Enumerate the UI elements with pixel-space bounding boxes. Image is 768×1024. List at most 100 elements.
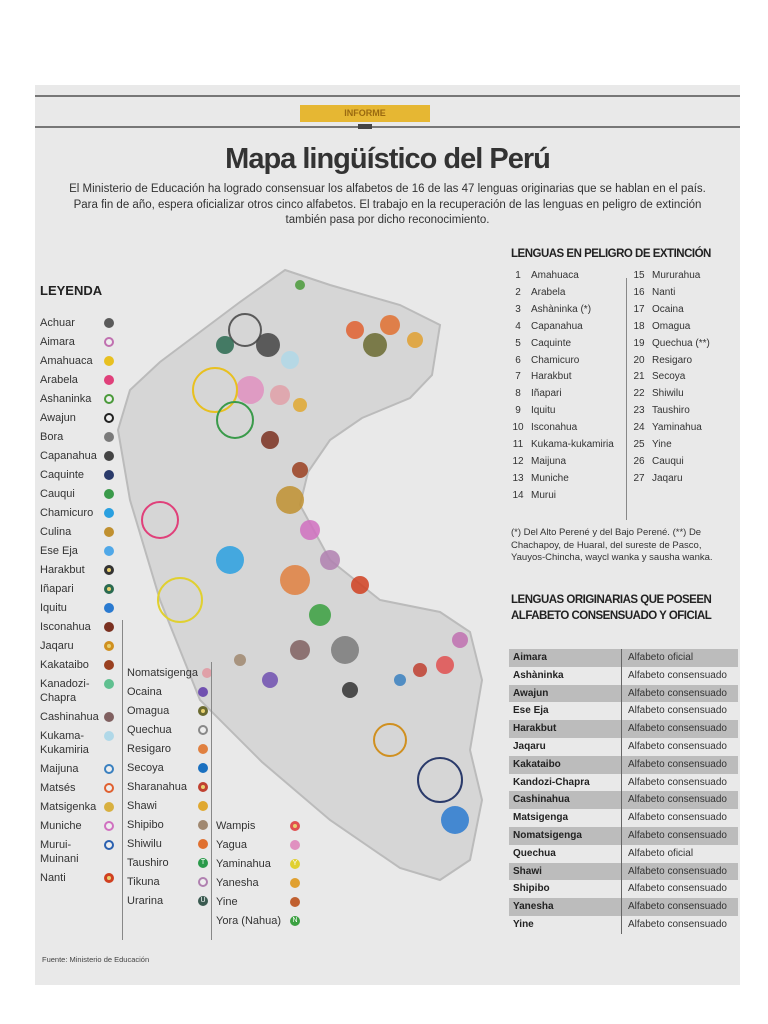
endangered-item: 26 Cauqui	[630, 454, 683, 471]
language-cell: Ashàninka	[509, 666, 622, 685]
item-name: Yaminahua	[652, 422, 702, 434]
item-name: Mururahua	[652, 270, 701, 281]
language-marker	[292, 462, 308, 478]
legend-label: Wampis	[216, 820, 256, 832]
legend-fill-icon	[104, 802, 114, 812]
status-cell: Alfabeto consensuado	[628, 669, 727, 681]
table-row: Shipibo Alfabeto consensuado	[509, 880, 738, 899]
item-number: 6	[515, 354, 521, 366]
item-number: 10	[512, 422, 524, 434]
endangered-item: 7 Harakbut	[509, 369, 571, 386]
item-name: Omagua	[652, 320, 691, 332]
endangered-item: 11 Kukama-kukamiria	[509, 437, 614, 454]
legend-item: Bora	[40, 430, 114, 444]
legend-item: Sharanahua	[127, 780, 208, 794]
legend-ring-icon	[104, 783, 114, 793]
language-cell: Nomatsigenga	[509, 826, 622, 845]
item-number: 3	[515, 303, 521, 315]
status-cell: Alfabeto consensuado	[628, 723, 727, 735]
legend-item: Aimara	[40, 335, 114, 349]
legend-label: Shiwilu	[127, 838, 162, 850]
legend-label: Murui-Muinani	[40, 839, 79, 865]
legend-item: Yine	[216, 895, 300, 909]
endangered-item: 27 Jaqaru	[630, 471, 683, 488]
legend-label: Arabela	[40, 374, 78, 386]
status-cell: Alfabeto consensuado	[628, 794, 727, 806]
legend-item: Tikuna	[127, 875, 208, 889]
legend-label: Quechua	[127, 724, 172, 736]
endangered-item: 17 Ocaina	[630, 302, 684, 319]
status-cell: Alfabeto consensuado	[628, 687, 727, 699]
legend-label: Matsés	[40, 782, 76, 794]
legend-ring-icon	[104, 840, 114, 850]
item-number: 23	[633, 405, 645, 417]
legend-fill-icon	[290, 840, 300, 850]
legend-item: Yagua	[216, 838, 300, 852]
endangered-item: 20 Resigaro	[630, 353, 692, 370]
legend-column: Wampis Yagua Yaminahua Y Yanesha Yine Yora (Na…	[216, 819, 300, 933]
language-marker	[192, 367, 238, 413]
language-marker	[331, 636, 359, 664]
legend-label: Harakbut	[40, 564, 85, 576]
legend-target-icon	[198, 706, 208, 716]
legend-ring-icon	[104, 394, 114, 404]
endangered-item: 24 Yaminahua	[630, 420, 702, 437]
language-marker	[157, 577, 203, 623]
language-marker	[236, 376, 264, 404]
language-cell: Cashinahua	[509, 791, 622, 810]
item-number: 25	[633, 439, 645, 450]
item-number: 26	[633, 455, 645, 467]
legend-item: Cauqui	[40, 487, 114, 501]
item-name: Resigaro	[652, 354, 693, 366]
endangered-item: 12 Maijuna	[509, 454, 566, 471]
language-marker	[295, 280, 305, 290]
legend-ring-icon	[198, 877, 208, 887]
language-marker	[141, 501, 179, 539]
legend-label: Yaminahua	[216, 858, 271, 870]
legend-fill-icon	[198, 763, 208, 773]
language-marker	[280, 565, 310, 595]
endangered-item: 4 Capanahua	[509, 319, 583, 336]
legend-item: Secoya	[127, 761, 208, 775]
endangered-item: 1 Amahuaca	[509, 268, 579, 285]
legend-item: Nanti	[40, 871, 114, 885]
language-marker	[417, 757, 463, 803]
status-cell: Alfabeto oficial	[628, 847, 694, 859]
item-name: Muniche	[531, 472, 569, 484]
legend-label: Resigaro	[127, 743, 172, 755]
table-row: Matsigenga Alfabeto consensuado	[509, 809, 738, 827]
endangered-item: 14 Murui	[509, 488, 556, 505]
endangered-item: 22 Shiwilu	[630, 386, 684, 403]
legend-item: Yaminahua Y	[216, 857, 300, 871]
item-name: Iñapari	[531, 388, 562, 400]
legend-title: LEYENDA	[40, 283, 103, 298]
item-name: Shiwilu	[652, 388, 684, 400]
endangered-item: 18 Omagua	[630, 319, 690, 336]
legend-target-icon	[104, 873, 114, 883]
legend-label: Secoya	[127, 762, 164, 774]
legend-item: Isconahua	[40, 620, 114, 634]
legend-item: Jaqaru	[40, 639, 114, 653]
legend-fill-icon	[198, 839, 208, 849]
item-name: Caquinte	[531, 337, 572, 349]
item-name: Chamicuro	[531, 354, 580, 366]
language-cell: Aimara	[509, 649, 622, 667]
item-name: Jaqaru	[652, 472, 683, 484]
endangered-item: 25 Yine	[630, 437, 671, 454]
table-row: Aimara Alfabeto oficial	[509, 649, 738, 667]
legend-ring-icon	[104, 337, 114, 347]
item-number: 19	[633, 337, 645, 349]
language-cell: Kakataibo	[509, 755, 622, 774]
legend-item: Wampis	[216, 819, 300, 833]
language-marker	[216, 336, 234, 354]
language-marker	[407, 332, 423, 348]
legend-label: Yagua	[216, 839, 247, 851]
item-name: Ocaina	[652, 303, 684, 315]
legend-fill-icon	[198, 744, 208, 754]
item-number: 4	[515, 320, 521, 332]
endangered-item: 23 Taushiro	[630, 403, 689, 420]
legend-target-icon	[104, 584, 114, 594]
legend-fill-icon	[104, 527, 114, 537]
status-cell: Alfabeto oficial	[628, 652, 694, 663]
legend-fill-icon	[104, 660, 114, 670]
